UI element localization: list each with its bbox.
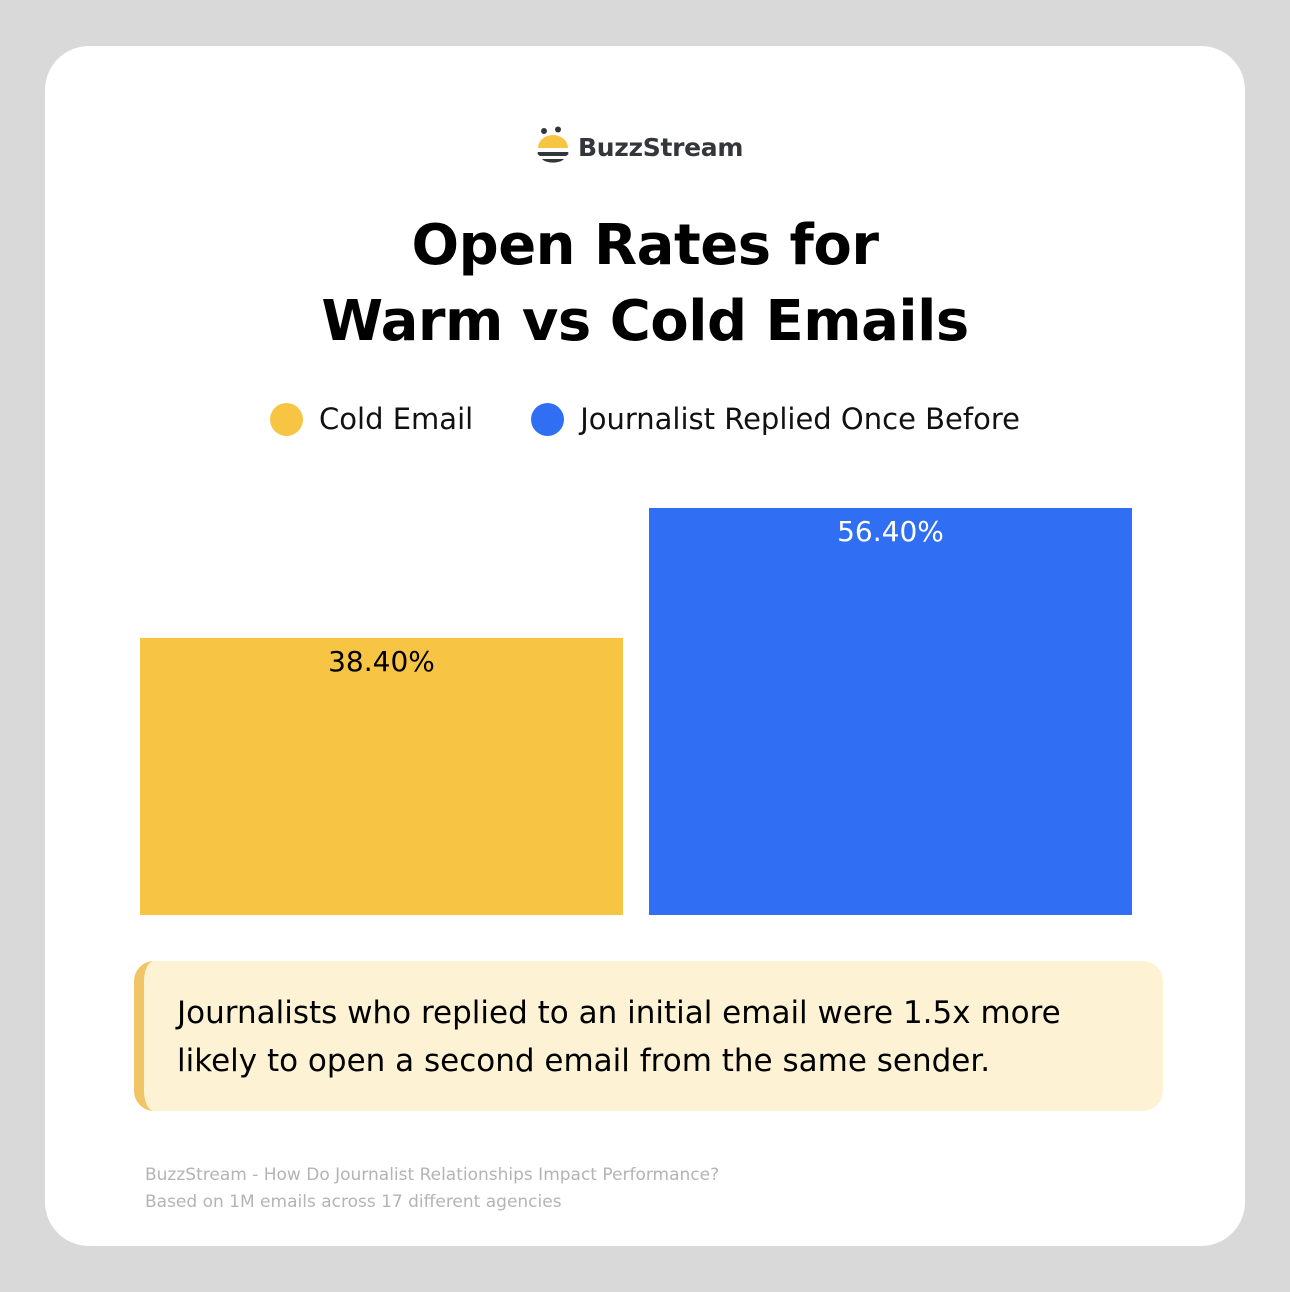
legend-swatch-cold [270,402,304,436]
bee-logo-icon [537,126,569,163]
source-note: BuzzStream - How Do Journalist Relations… [145,1162,719,1216]
callout-text: Journalists who replied to an initial em… [177,995,1061,1079]
legend-item-warm: Journalist Replied Once Before [531,402,1020,436]
source-line-1: BuzzStream - How Do Journalist Relations… [145,1165,720,1185]
callout-box: Journalists who replied to an initial em… [134,961,1163,1111]
legend-swatch-warm [531,402,565,436]
data-label-cold-email: 38.40% [328,645,435,678]
brand-logo: BuzzStream [536,126,743,168]
legend-label-warm: Journalist Replied Once Before [580,402,1020,436]
chart-title: Open Rates for Warm vs Cold Emails [0,208,1290,360]
title-line-1: Open Rates for [411,213,879,278]
bar-replied-before [649,507,1132,915]
data-label-replied-before: 56.40% [837,515,944,548]
source-line-2: Based on 1M emails across 17 different a… [145,1192,562,1212]
bar-cold-email [140,637,623,915]
brand-name: BuzzStream [578,132,744,162]
title-line-2: Warm vs Cold Emails [321,289,969,354]
legend-item-cold: Cold Email [270,402,473,436]
legend-label-cold: Cold Email [319,402,474,436]
legend: Cold Email Journalist Replied Once Befor… [0,402,1290,436]
